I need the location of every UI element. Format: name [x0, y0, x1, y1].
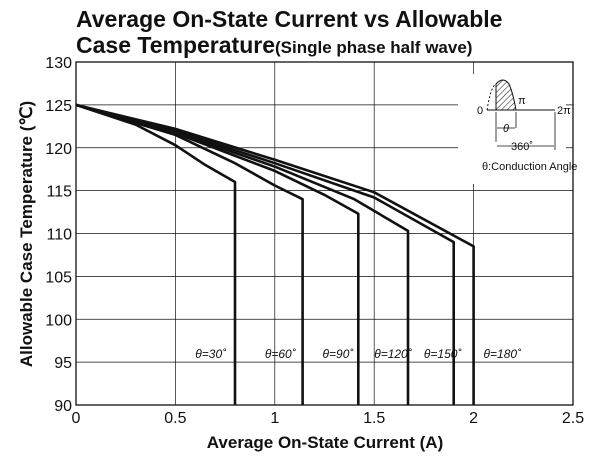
series-line [75, 103, 304, 405]
inset-theta-label: θ [503, 123, 509, 135]
series-line [75, 103, 456, 405]
series-labels: θ=30˚ θ=60˚ θ=90˚ θ=120˚ θ=150˚ θ=180˚ [195, 347, 522, 361]
series-label: θ=90˚ [323, 347, 355, 361]
y-tick-label: 105 [45, 269, 72, 286]
y-tick-label: 125 [45, 98, 72, 115]
chart-title-main: Case Temperature [76, 32, 275, 58]
chart-title: Average On-State Current vs Allowable Ca… [76, 6, 502, 61]
series-line [75, 103, 410, 405]
plot-frame [75, 61, 574, 406]
y-tick-label: 115 [46, 184, 72, 201]
y-tick-label: 120 [45, 141, 72, 158]
x-tick-label: 1.5 [363, 410, 385, 427]
x-tick-label: 2.5 [562, 410, 584, 427]
x-tick-label: 2 [469, 410, 478, 427]
inset-hatched-wave [495, 79, 517, 111]
conduction-angle-inset: 0 π 2π θ 360˚ θ:Conduction Angle [458, 74, 577, 184]
series-label: θ=60˚ [265, 347, 297, 361]
x-tick-label: 0.5 [164, 410, 186, 427]
y-tick-label: 95 [54, 355, 72, 372]
y-axis-label: Allowable Case Temperature (℃) [17, 101, 36, 367]
x-axis-label: Average On-State Current (A) [207, 433, 443, 452]
inset-pi-label: π [518, 95, 526, 107]
inset-2pi-label: 2π [557, 105, 571, 117]
y-tick-label: 100 [45, 312, 72, 329]
x-tick-label: 0 [72, 410, 81, 427]
chart-subtitle: (Single phase half wave) [275, 38, 473, 57]
series-label: θ=120˚ [374, 347, 413, 361]
y-axis-ticks: 90 95 100 105 110 115 120 125 130 [45, 55, 72, 415]
chart-title-line-2: Case Temperature(Single phase half wave) [76, 32, 502, 61]
series-lines [75, 103, 475, 405]
chart-title-line-1: Average On-State Current vs Allowable [76, 6, 503, 32]
series-label: θ=30˚ [195, 347, 227, 361]
series-label: θ=150˚ [424, 347, 463, 361]
series-label: θ=180˚ [484, 347, 523, 361]
x-tick-label: 1 [270, 410, 279, 427]
y-tick-label: 130 [45, 55, 72, 72]
x-axis-ticks: 0 0.5 1 1.5 2 2.5 [72, 410, 585, 427]
y-tick-label: 110 [46, 227, 72, 244]
inset-zero-label: 0 [477, 105, 483, 117]
y-tick-label: 90 [54, 398, 72, 415]
series-line [75, 103, 475, 405]
series-line [75, 103, 237, 405]
inset-caption: θ:Conduction Angle [482, 161, 577, 173]
inset-360-label: 360˚ [511, 141, 533, 153]
